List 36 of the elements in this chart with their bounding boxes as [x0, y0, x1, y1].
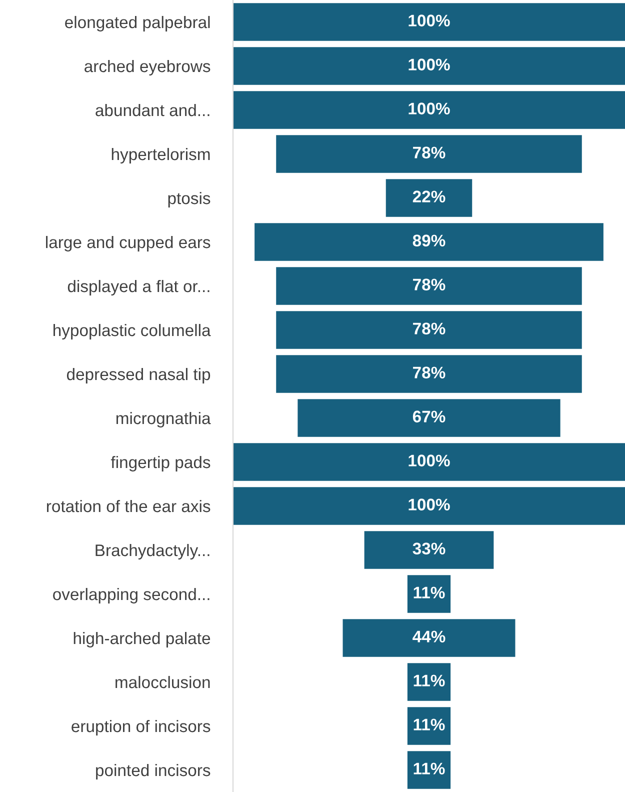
data-label: 44%	[412, 630, 446, 642]
data-label: 89%	[412, 234, 446, 246]
data-label: 78%	[413, 278, 446, 290]
data-label: 11%	[414, 586, 445, 598]
category-label: hypoplastic columella	[54, 324, 211, 340]
category-label: micrognathia	[116, 412, 211, 428]
category-label: abundant and...	[96, 104, 210, 116]
category-label: high-arched palate	[74, 632, 210, 648]
category-label: eruption of incisors	[72, 720, 210, 736]
data-label: 100%	[408, 498, 450, 510]
data-label: 78%	[413, 322, 446, 334]
data-label: 100%	[408, 58, 450, 70]
category-label: fingertip pads	[110, 456, 210, 472]
data-label: 78%	[413, 146, 446, 158]
data-label: 11%	[414, 674, 445, 686]
data-label: 100%	[408, 14, 450, 26]
data-label: 100%	[408, 454, 450, 466]
category-label: rotation of the ear axis	[46, 500, 210, 512]
category-label: depressed nasal tip	[66, 368, 210, 384]
category-label: hypertelorism	[112, 148, 210, 164]
data-label: 11%	[414, 762, 445, 774]
data-label: 67%	[412, 410, 446, 422]
data-label: 11%	[414, 718, 445, 730]
category-label: overlapping second...	[53, 588, 210, 604]
category-label: Brachydactyly...	[96, 544, 210, 560]
data-label: 22%	[412, 190, 446, 202]
data-label: 33%	[412, 542, 446, 554]
category-label: malocclusion	[116, 676, 210, 688]
category-label: large and cupped ears	[46, 236, 210, 252]
data-label: 78%	[413, 366, 446, 378]
category-label: ptosis	[168, 192, 210, 208]
category-label: arched eyebrows	[84, 60, 210, 76]
category-label: pointed incisors	[96, 764, 210, 780]
data-label: 100%	[408, 102, 450, 114]
category-label: elongated palpebral	[65, 16, 210, 32]
category-label: displayed a flat or...	[68, 280, 210, 296]
